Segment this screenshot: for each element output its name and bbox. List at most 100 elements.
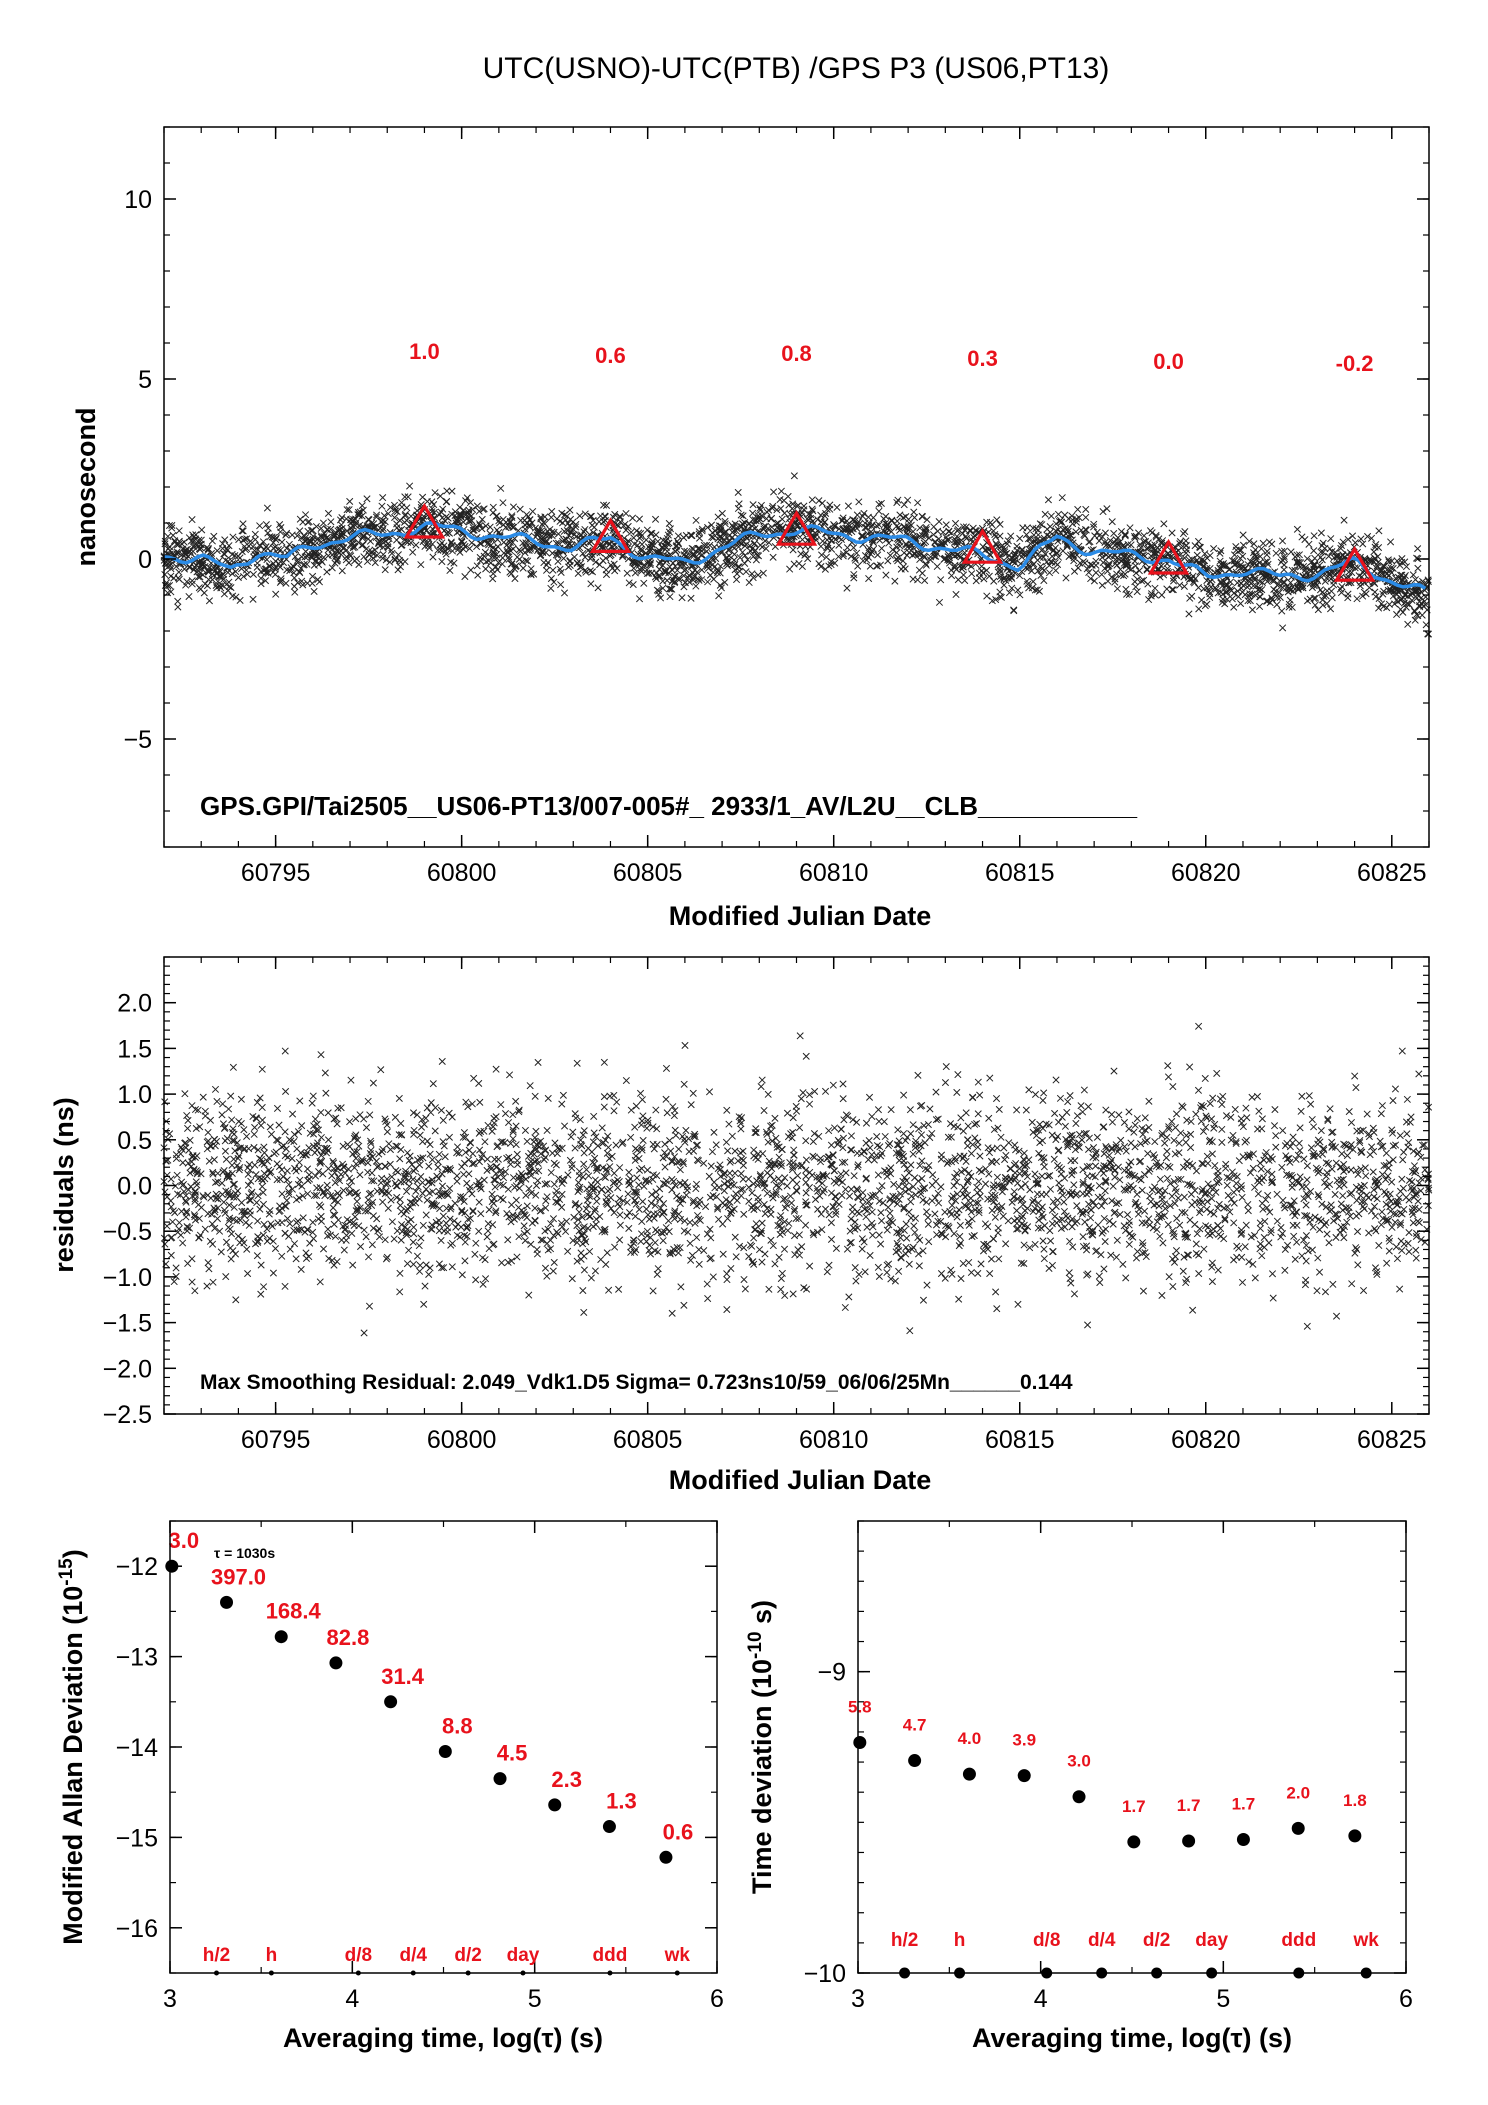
raw-point bbox=[622, 526, 630, 534]
raw-point bbox=[1212, 585, 1220, 593]
raw-point bbox=[548, 507, 556, 516]
raw-point bbox=[937, 576, 945, 584]
residual-point bbox=[453, 1231, 461, 1239]
residual-point bbox=[1233, 1242, 1241, 1250]
residual-point bbox=[550, 1180, 558, 1188]
residual-point bbox=[1203, 1205, 1211, 1213]
raw-point bbox=[1278, 607, 1286, 615]
raw-point bbox=[188, 516, 196, 524]
raw-point bbox=[446, 566, 454, 575]
raw-point bbox=[1058, 518, 1066, 526]
residual-point bbox=[1316, 1138, 1324, 1146]
raw-point bbox=[421, 542, 429, 550]
x-tick-label: 60820 bbox=[1171, 859, 1241, 887]
raw-point bbox=[1011, 550, 1019, 558]
raw-point bbox=[983, 566, 991, 574]
residual-point bbox=[1313, 1287, 1321, 1295]
raw-point bbox=[743, 534, 751, 542]
raw-point bbox=[1044, 496, 1052, 504]
raw-ylabel: nanosecond bbox=[71, 407, 101, 566]
raw-point bbox=[904, 496, 912, 504]
residual-point bbox=[868, 1208, 876, 1216]
residual-point bbox=[1328, 1165, 1336, 1173]
raw-point bbox=[732, 576, 741, 584]
residual-point bbox=[1323, 1230, 1331, 1238]
residual-point bbox=[1046, 1185, 1055, 1193]
raw-point bbox=[1237, 599, 1245, 608]
residual-point bbox=[283, 1167, 291, 1175]
raw-point bbox=[550, 578, 558, 586]
raw-point bbox=[916, 532, 924, 540]
residual-point bbox=[790, 1151, 798, 1159]
residual-point bbox=[600, 1103, 608, 1111]
raw-point bbox=[474, 571, 482, 579]
residual-point bbox=[995, 1255, 1003, 1263]
raw-point bbox=[1052, 520, 1060, 528]
residual-point bbox=[764, 1090, 772, 1098]
raw-point bbox=[467, 566, 475, 574]
raw-point bbox=[1176, 540, 1184, 548]
raw-point bbox=[834, 553, 843, 561]
residual-point bbox=[263, 1237, 271, 1245]
raw-point bbox=[910, 514, 919, 522]
residual-point bbox=[740, 1210, 748, 1218]
residual-point bbox=[1101, 1237, 1109, 1246]
raw-point bbox=[1158, 591, 1166, 599]
residual-point bbox=[305, 1144, 313, 1152]
residual-point bbox=[1307, 1100, 1315, 1108]
raw-point bbox=[262, 521, 270, 529]
residual-point bbox=[625, 1168, 633, 1176]
residual-point bbox=[373, 1187, 381, 1195]
residual-point bbox=[1164, 1221, 1172, 1229]
residual-point bbox=[780, 1245, 789, 1253]
raw-point bbox=[174, 597, 182, 605]
residual-point bbox=[674, 1249, 682, 1257]
raw-point bbox=[364, 515, 372, 523]
raw-point bbox=[466, 545, 474, 553]
raw-point bbox=[511, 562, 520, 571]
residual-point bbox=[173, 1171, 181, 1179]
raw-point bbox=[665, 585, 673, 593]
raw-point bbox=[1000, 581, 1008, 589]
raw-point bbox=[1054, 553, 1063, 561]
raw-point bbox=[430, 500, 438, 509]
residual-point bbox=[396, 1155, 404, 1163]
raw-point bbox=[1148, 529, 1156, 537]
raw-point bbox=[1371, 588, 1379, 596]
residual-point bbox=[346, 1118, 354, 1126]
raw-point bbox=[327, 525, 335, 533]
residual-point bbox=[1317, 1127, 1325, 1135]
raw-point bbox=[1090, 520, 1098, 528]
residual-point bbox=[841, 1303, 849, 1312]
residual-point bbox=[217, 1248, 225, 1256]
raw-point bbox=[541, 520, 549, 528]
raw-point bbox=[655, 560, 663, 568]
raw-point bbox=[947, 566, 955, 574]
raw-point bbox=[996, 520, 1004, 528]
raw-point bbox=[457, 510, 465, 518]
raw-point bbox=[508, 513, 516, 521]
residual-point bbox=[971, 1134, 979, 1142]
residual-point bbox=[521, 1237, 529, 1245]
raw-point bbox=[749, 509, 757, 517]
raw-point bbox=[777, 504, 785, 513]
raw-point bbox=[1092, 557, 1100, 565]
raw-point bbox=[975, 574, 983, 582]
raw-point bbox=[1072, 518, 1081, 526]
raw-point bbox=[690, 552, 698, 560]
raw-point bbox=[894, 496, 902, 504]
residual-point bbox=[1273, 1217, 1281, 1225]
residual-point bbox=[324, 1225, 332, 1233]
raw-point bbox=[1286, 596, 1294, 604]
raw-point bbox=[915, 566, 923, 574]
residual-point bbox=[726, 1169, 734, 1177]
raw-point bbox=[933, 562, 941, 571]
raw-point bbox=[1176, 538, 1184, 546]
residual-point bbox=[558, 1203, 566, 1211]
raw-point bbox=[1191, 542, 1199, 550]
raw-point bbox=[1029, 524, 1037, 532]
raw-point bbox=[1126, 524, 1134, 532]
raw-point bbox=[1228, 595, 1236, 603]
raw-point bbox=[319, 519, 328, 527]
raw-point bbox=[1387, 538, 1395, 546]
